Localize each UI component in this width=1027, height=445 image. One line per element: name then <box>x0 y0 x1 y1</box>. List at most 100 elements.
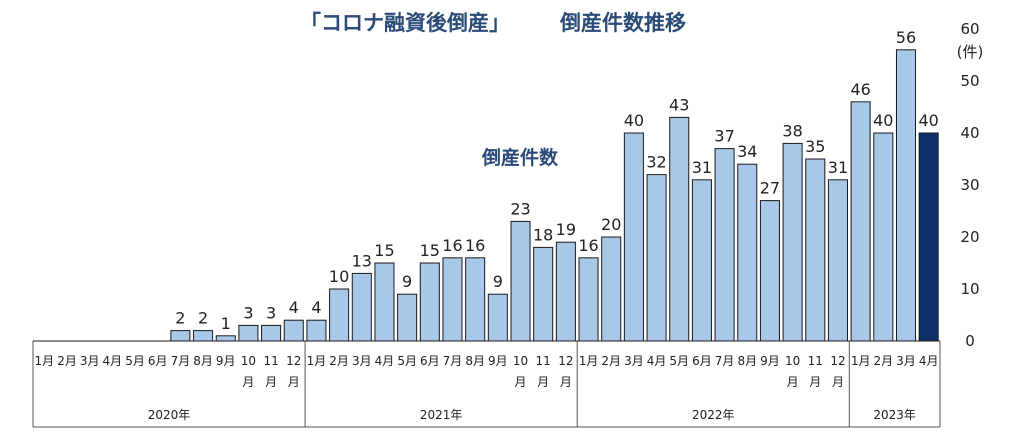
value-label: 16 <box>465 236 485 255</box>
month-label-suffix: 月 <box>787 375 799 389</box>
bar <box>510 220 531 342</box>
bar <box>261 324 282 342</box>
bar <box>669 116 690 342</box>
month-label: 8月 <box>193 354 213 368</box>
value-label: 31 <box>828 158 848 177</box>
month-label: 7月 <box>171 354 191 368</box>
value-label: 3 <box>243 303 253 322</box>
y-tick-label: 50 <box>960 72 979 90</box>
bar <box>170 330 191 342</box>
bar <box>895 49 917 342</box>
y-tick-label: 40 <box>960 124 979 142</box>
month-label: 12 <box>286 354 301 368</box>
month-label-suffix: 月 <box>809 375 821 389</box>
y-tick-label: 60 <box>960 20 979 38</box>
value-label: 40 <box>918 111 938 130</box>
value-label: 32 <box>646 153 666 172</box>
month-label: 9月 <box>488 354 508 368</box>
month-label: 7月 <box>443 354 463 368</box>
bar <box>827 179 848 342</box>
bar <box>397 293 418 342</box>
bar <box>283 319 304 342</box>
value-label: 31 <box>692 158 712 177</box>
month-label-suffix: 月 <box>515 375 527 389</box>
month-label: 11 <box>263 354 278 368</box>
month-label-suffix: 月 <box>265 375 277 389</box>
month-label: 1月 <box>579 354 599 368</box>
value-label: 10 <box>329 267 349 286</box>
bar <box>850 101 871 342</box>
value-label: 27 <box>760 179 780 198</box>
month-label-suffix: 月 <box>242 375 254 389</box>
bars-group <box>170 49 939 342</box>
year-label: 2022年 <box>692 408 735 422</box>
bar <box>351 272 372 342</box>
month-label: 8月 <box>465 354 485 368</box>
month-label: 3月 <box>896 354 916 368</box>
value-label: 3 <box>266 303 276 322</box>
month-label: 6月 <box>148 354 168 368</box>
value-label: 4 <box>289 298 299 317</box>
month-label: 6月 <box>692 354 712 368</box>
bar <box>487 293 508 342</box>
value-label: 38 <box>782 121 802 140</box>
month-label: 5月 <box>669 354 689 368</box>
month-label: 11 <box>808 354 823 368</box>
y-tick-label: 0 <box>965 332 975 350</box>
month-label: 5月 <box>125 354 145 368</box>
month-label: 5月 <box>397 354 417 368</box>
series-label: 倒産件数 <box>481 146 559 169</box>
bar <box>215 335 236 342</box>
bar <box>873 132 894 342</box>
bar <box>465 257 486 342</box>
month-label: 1月 <box>35 354 55 368</box>
y-tick-label: 20 <box>960 228 979 246</box>
year-label: 2020年 <box>148 408 191 422</box>
month-label: 10 <box>241 354 256 368</box>
value-label: 20 <box>601 215 621 234</box>
month-label: 1月 <box>851 354 871 368</box>
chart-title-left: 「コロナ融資後倒産」 <box>300 11 510 35</box>
bar <box>782 142 803 342</box>
year-label: 2023年 <box>873 408 916 422</box>
bar <box>737 163 758 342</box>
value-label: 35 <box>805 137 825 156</box>
y-axis: 0 10 20 30 40 50 60 <box>960 20 979 350</box>
bar <box>759 200 780 342</box>
month-label: 10 <box>513 354 528 368</box>
bar <box>805 158 826 342</box>
month-label: 11 <box>536 354 551 368</box>
value-label: 1 <box>221 314 231 333</box>
month-label: 4月 <box>919 354 939 368</box>
bar <box>555 241 576 342</box>
bar <box>419 262 440 342</box>
month-label: 4月 <box>103 354 123 368</box>
bar <box>714 148 735 342</box>
bar <box>329 288 350 342</box>
value-label: 16 <box>442 236 462 255</box>
value-label: 56 <box>896 28 916 47</box>
month-label-suffix: 月 <box>560 375 572 389</box>
bar <box>374 262 395 342</box>
value-label: 46 <box>850 80 870 99</box>
value-label: 40 <box>873 111 893 130</box>
value-label: 2 <box>175 309 185 328</box>
month-label-suffix: 月 <box>288 375 300 389</box>
month-label: 4月 <box>647 354 667 368</box>
bar <box>533 246 554 342</box>
value-label: 9 <box>402 272 412 291</box>
value-label: 15 <box>420 241 440 260</box>
y-tick-label: 10 <box>960 280 979 298</box>
month-label: 1月 <box>307 354 327 368</box>
bar <box>193 330 214 342</box>
value-label: 37 <box>714 127 734 146</box>
month-label: 7月 <box>715 354 735 368</box>
month-label: 4月 <box>375 354 395 368</box>
month-label: 6月 <box>420 354 440 368</box>
month-label: 2月 <box>873 354 893 368</box>
value-label: 9 <box>493 272 503 291</box>
value-label: 34 <box>737 142 757 161</box>
bar <box>918 132 939 342</box>
bar <box>601 236 622 342</box>
